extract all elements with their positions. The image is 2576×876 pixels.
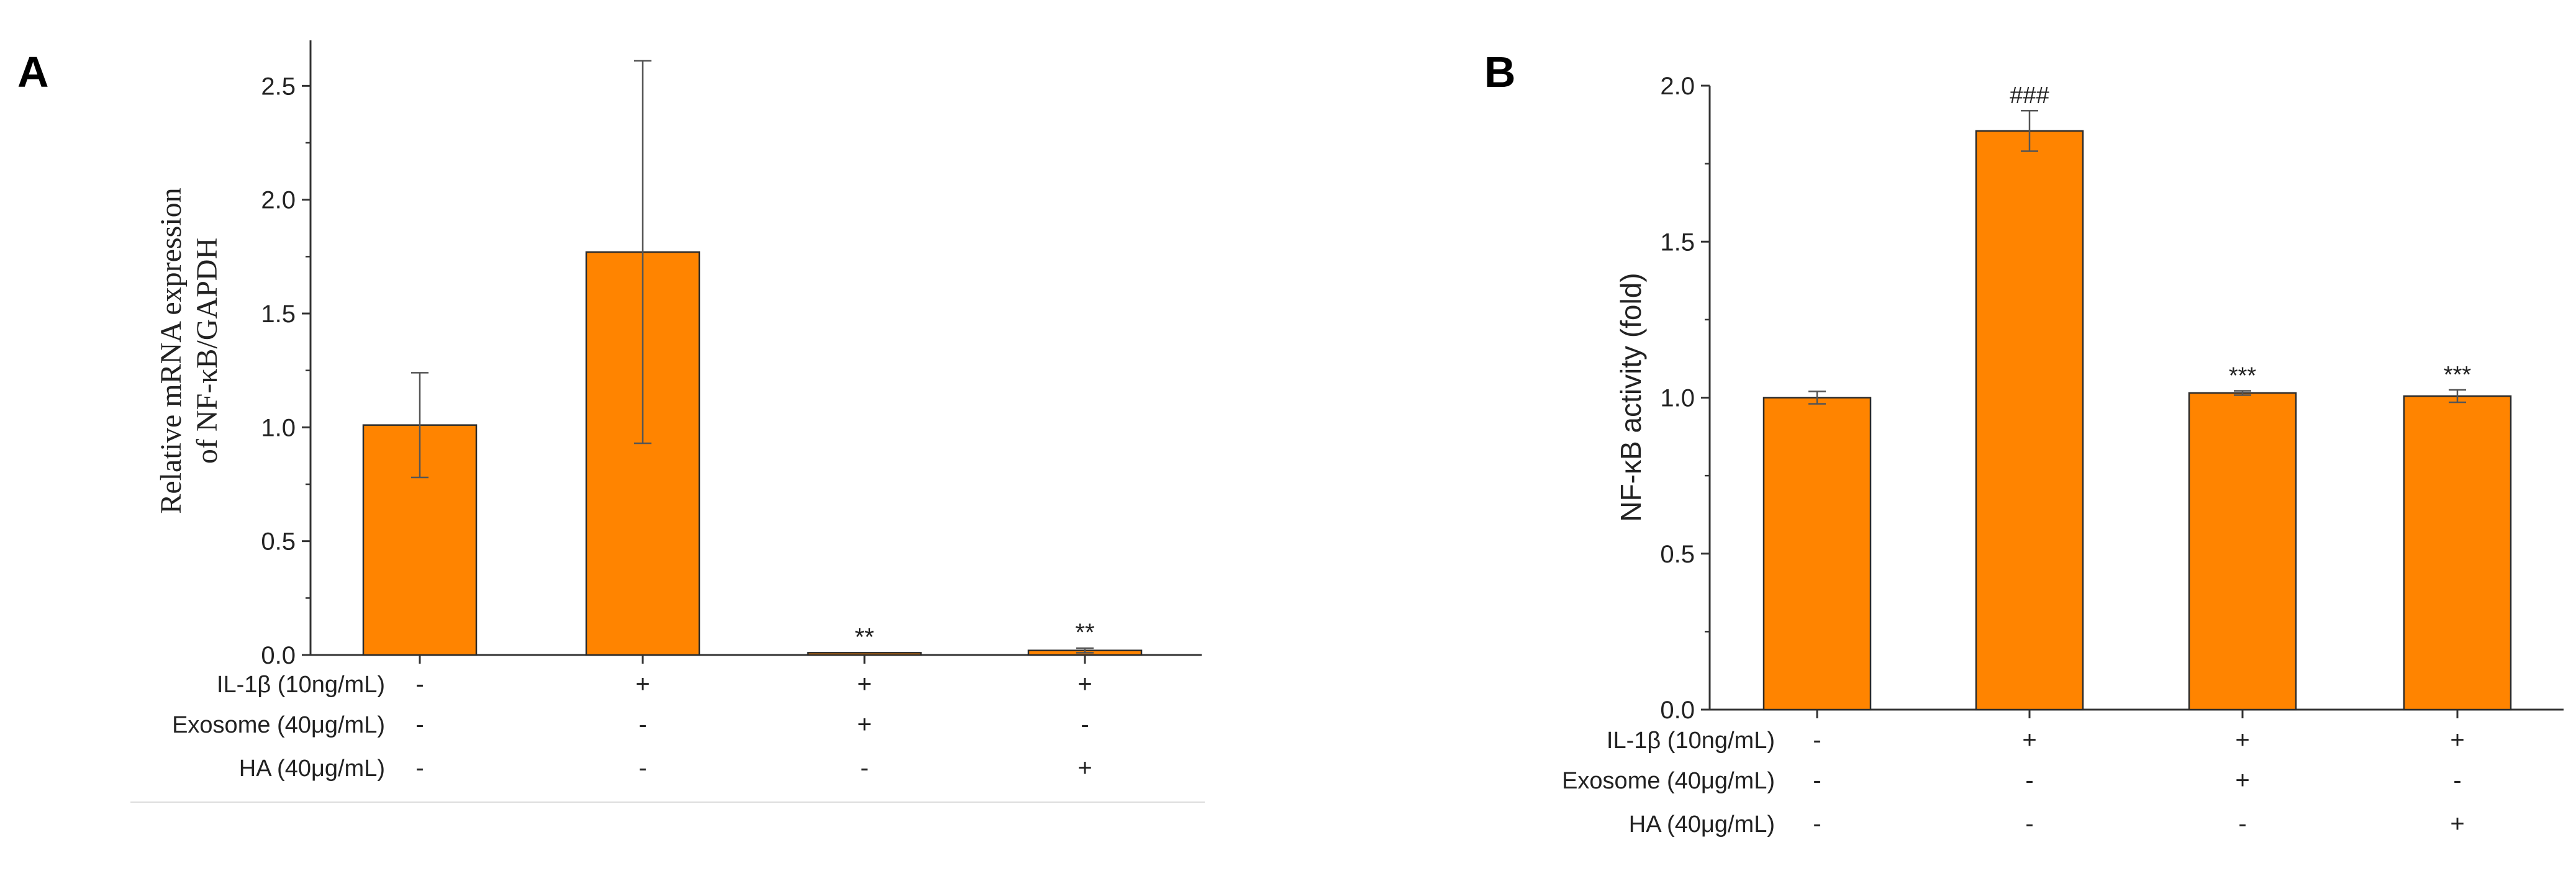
- panel-b: B 0.0 0.5 1.0 1.5 2.0 NF-κB activity (fold) ###…: [1484, 48, 2564, 838]
- condition-mark: -: [2025, 767, 2033, 794]
- y-tick-label: 0.5: [1660, 541, 1695, 568]
- condition-mark: +: [2235, 767, 2249, 794]
- y-axis-label: of NF-κB/GAPDH: [191, 238, 224, 464]
- condition-label: IL-1β (10ng/mL): [217, 672, 385, 698]
- condition-mark: -: [860, 754, 868, 782]
- significance-label: ***: [2229, 363, 2257, 389]
- y-tick-label: 2.5: [261, 73, 296, 100]
- y-tick-label: 2.0: [1660, 73, 1695, 100]
- y-tick-label: 1.0: [1660, 385, 1695, 412]
- bar: [807, 652, 922, 656]
- condition-mark: +: [2235, 726, 2249, 754]
- condition-mark: -: [415, 754, 424, 782]
- significance-label: **: [1075, 619, 1094, 646]
- condition-mark: -: [1813, 810, 1821, 838]
- condition-mark: +: [857, 671, 871, 698]
- y-tick-label: 0.0: [1660, 697, 1695, 724]
- condition-label: Exosome (40μg/mL): [172, 712, 385, 738]
- condition-label: HA (40μg/mL): [1629, 811, 1775, 838]
- bar: [1762, 397, 1872, 711]
- condition-mark: -: [1813, 767, 1821, 794]
- condition-mark: -: [415, 671, 424, 698]
- condition-mark: -: [2238, 810, 2246, 838]
- condition-mark: +: [1077, 671, 1092, 698]
- condition-mark: -: [638, 754, 646, 782]
- condition-mark: -: [638, 711, 646, 738]
- condition-mark: -: [1081, 711, 1089, 738]
- condition-mark: +: [857, 711, 871, 738]
- condition-mark: +: [2450, 810, 2464, 838]
- y-axis-label: Relative mRNA expression: [155, 187, 188, 513]
- panel-label: B: [1484, 48, 1516, 96]
- condition-mark: +: [1077, 754, 1092, 782]
- condition-label: Exosome (40μg/mL): [1562, 768, 1775, 794]
- condition-label: HA (40μg/mL): [239, 756, 385, 782]
- bar: [2403, 395, 2512, 711]
- significance-label: ***: [2444, 362, 2472, 388]
- y-tick-label: 1.5: [1660, 228, 1695, 256]
- condition-mark: -: [1813, 726, 1821, 754]
- significance-label: **: [855, 623, 874, 651]
- bar: [2188, 392, 2297, 711]
- y-axis-label: NF-κB activity (fold): [1615, 273, 1647, 522]
- condition-mark: -: [2453, 767, 2461, 794]
- condition-mark: +: [635, 671, 650, 698]
- significance-label: ###: [2010, 83, 2049, 109]
- panel-label: A: [17, 48, 49, 96]
- bar: [1975, 130, 2084, 711]
- y-tick-label: 1.0: [261, 414, 296, 441]
- y-tick-label: 0.0: [261, 642, 296, 669]
- condition-mark: -: [415, 711, 424, 738]
- y-tick-label: 2.0: [261, 187, 296, 214]
- condition-mark: -: [2025, 810, 2033, 838]
- condition-label: IL-1β (10ng/mL): [1607, 728, 1775, 754]
- y-tick-label: 1.5: [261, 300, 296, 328]
- y-tick-label: 0.5: [261, 528, 296, 556]
- condition-mark: +: [2450, 726, 2464, 754]
- condition-mark: +: [2022, 726, 2036, 754]
- panel-a: A 0.0 0.5 1.0 1.5 2.0 2.5 Relative mRNA express…: [17, 40, 1205, 803]
